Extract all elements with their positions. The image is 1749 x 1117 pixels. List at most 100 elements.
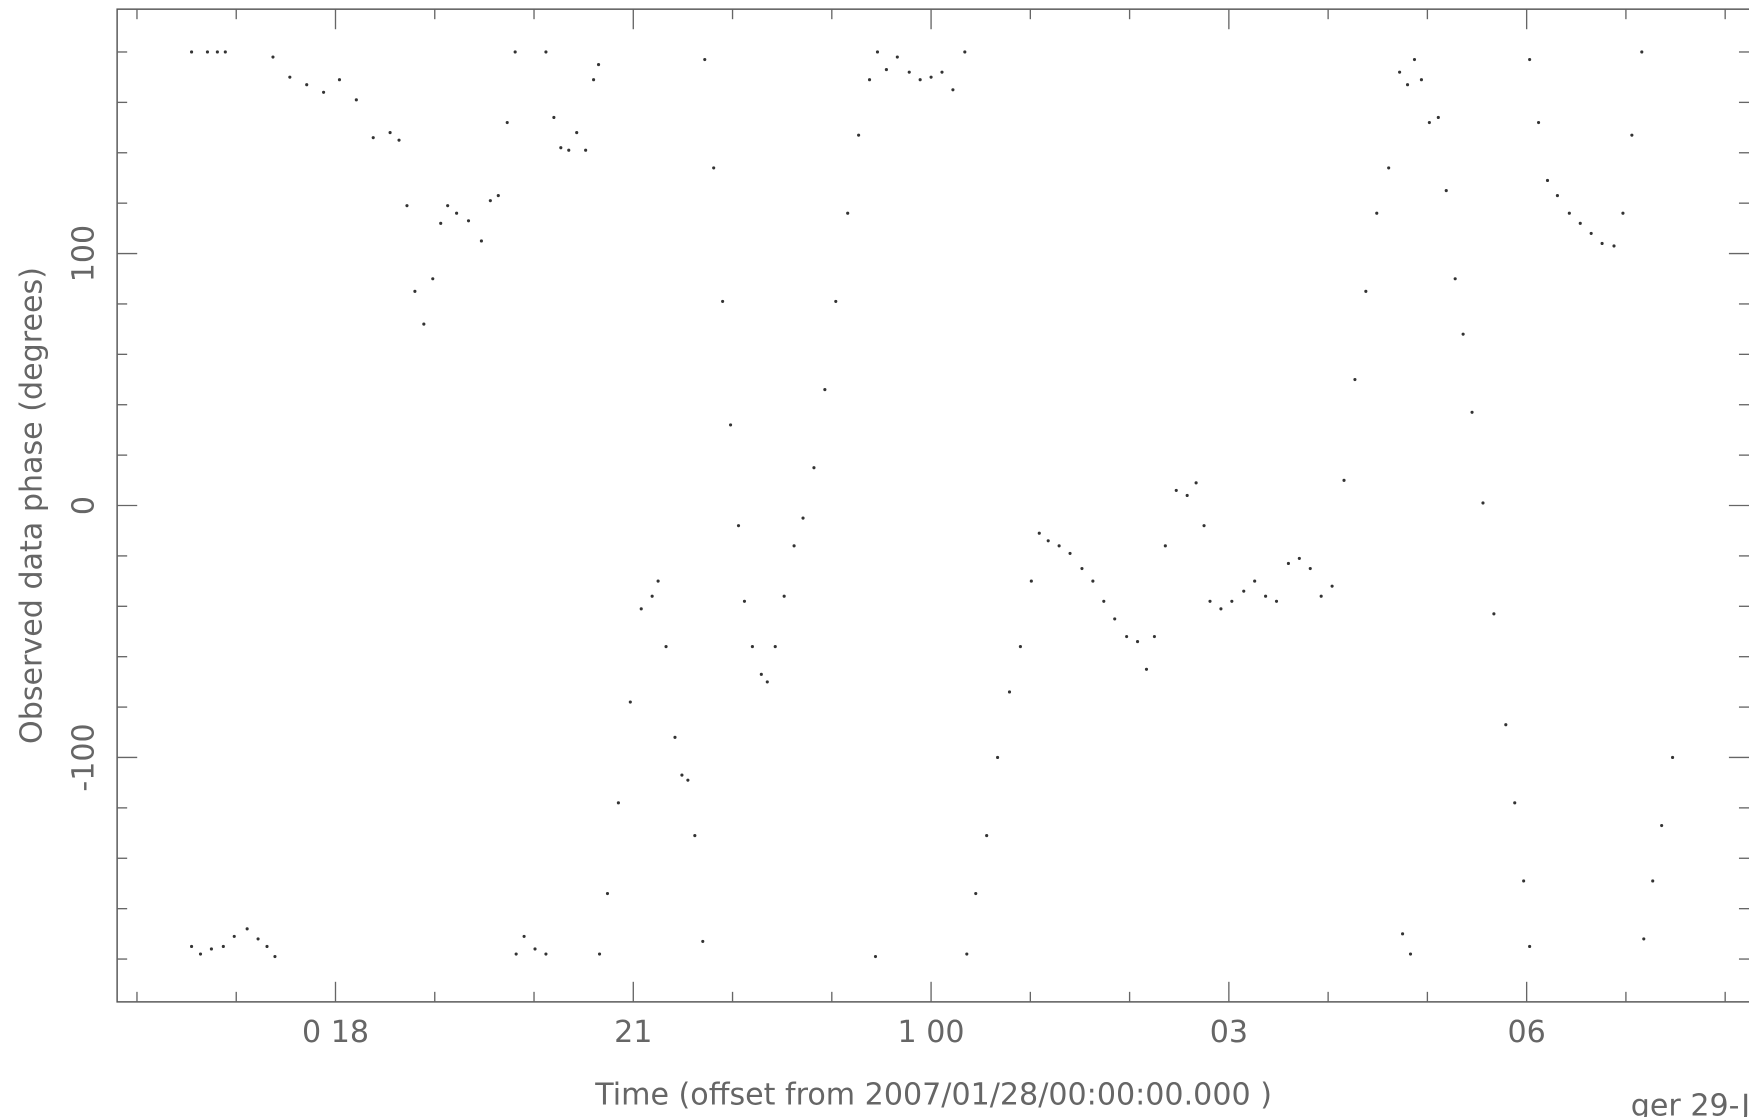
- data-point: [742, 599, 747, 603]
- data-point: [1330, 584, 1334, 588]
- data-point: [567, 148, 571, 152]
- data-point: [628, 700, 632, 704]
- data-point: [729, 423, 733, 427]
- data-point: [1444, 189, 1448, 193]
- data-point: [846, 211, 850, 215]
- data-point: [1068, 551, 1072, 555]
- data-point: [1461, 332, 1465, 336]
- data-point: [823, 388, 827, 392]
- data-point: [873, 954, 878, 959]
- data-point: [1342, 478, 1346, 482]
- data-point: [1578, 221, 1582, 225]
- data-point: [1286, 561, 1290, 566]
- data-point: [198, 952, 203, 956]
- data-point: [597, 952, 602, 956]
- data-point: [664, 645, 668, 649]
- data-point: [792, 544, 796, 548]
- data-point: [673, 735, 677, 739]
- y-tick-label: 100: [67, 225, 102, 282]
- data-point: [1194, 481, 1198, 485]
- data-point: [985, 834, 989, 838]
- data-point: [271, 55, 275, 59]
- data-point: [1630, 133, 1634, 137]
- data-point: [1640, 50, 1644, 54]
- data-point: [1163, 544, 1167, 548]
- data-point: [1513, 801, 1517, 805]
- data-point: [1481, 501, 1485, 505]
- data-point: [650, 594, 654, 598]
- data-point: [1504, 723, 1508, 727]
- data-point: [354, 98, 358, 102]
- data-point: [1029, 579, 1033, 583]
- data-point: [1152, 634, 1156, 639]
- data-point: [907, 70, 911, 74]
- data-point: [1308, 566, 1312, 571]
- data-point: [552, 115, 556, 120]
- annotation: ger 29-Jan: [1631, 1089, 1749, 1117]
- data-point: [1219, 607, 1223, 611]
- data-point: [1405, 83, 1410, 87]
- data-point: [875, 50, 880, 54]
- data-point: [405, 204, 409, 208]
- data-point: [596, 63, 601, 67]
- data-point: [273, 954, 277, 959]
- data-point: [1202, 524, 1206, 528]
- data-point: [1621, 211, 1625, 215]
- data-point: [1274, 599, 1279, 603]
- data-point: [918, 78, 922, 82]
- data-point: [1651, 879, 1655, 883]
- data-point: [1528, 57, 1532, 62]
- data-point: [1387, 166, 1391, 170]
- data-point: [1537, 120, 1541, 125]
- data-point: [439, 221, 443, 225]
- x-tick-label: 06: [1507, 1015, 1545, 1050]
- x-tick-label: 0 18: [302, 1015, 369, 1050]
- data-point: [544, 952, 548, 956]
- data-point: [190, 944, 194, 949]
- data-point: [575, 131, 579, 135]
- data-point: [996, 755, 1000, 760]
- data-point: [1007, 690, 1012, 694]
- data-point: [388, 131, 392, 135]
- data-point: [265, 944, 269, 949]
- data-point: [1555, 194, 1559, 198]
- data-point: [712, 166, 716, 170]
- data-point: [963, 50, 967, 54]
- data-point: [765, 680, 769, 684]
- data-point: [1453, 277, 1457, 281]
- data-point: [1113, 617, 1117, 621]
- data-point: [446, 204, 450, 208]
- data-point: [223, 50, 227, 54]
- data-point: [1057, 544, 1061, 548]
- data-point: [413, 289, 417, 293]
- data-point: [1589, 231, 1593, 235]
- data-point: [544, 50, 548, 54]
- data-point: [974, 891, 978, 896]
- data-point: [1125, 634, 1129, 639]
- data-point: [1242, 589, 1246, 593]
- data-point: [834, 299, 838, 303]
- data-point: [256, 937, 260, 941]
- data-point: [533, 947, 537, 951]
- data-point: [639, 607, 643, 611]
- data-point: [1567, 211, 1571, 215]
- x-tick-label: 1 00: [898, 1015, 965, 1050]
- data-point: [1492, 612, 1496, 616]
- data-point: [701, 939, 705, 943]
- data-point: [1174, 488, 1178, 492]
- data-point: [559, 146, 563, 150]
- data-point: [397, 138, 401, 142]
- data-point: [245, 927, 249, 931]
- data-point: [929, 75, 933, 79]
- data-point: [1185, 493, 1189, 497]
- data-point: [1253, 579, 1257, 583]
- data-point: [1091, 579, 1095, 583]
- data-point: [1600, 241, 1604, 246]
- data-point: [616, 801, 620, 805]
- data-point: [1102, 599, 1106, 603]
- data-point: [371, 136, 375, 140]
- y-axis-label: Observed data phase (degrees): [14, 267, 49, 744]
- data-point: [1018, 645, 1022, 649]
- data-point: [1208, 599, 1212, 603]
